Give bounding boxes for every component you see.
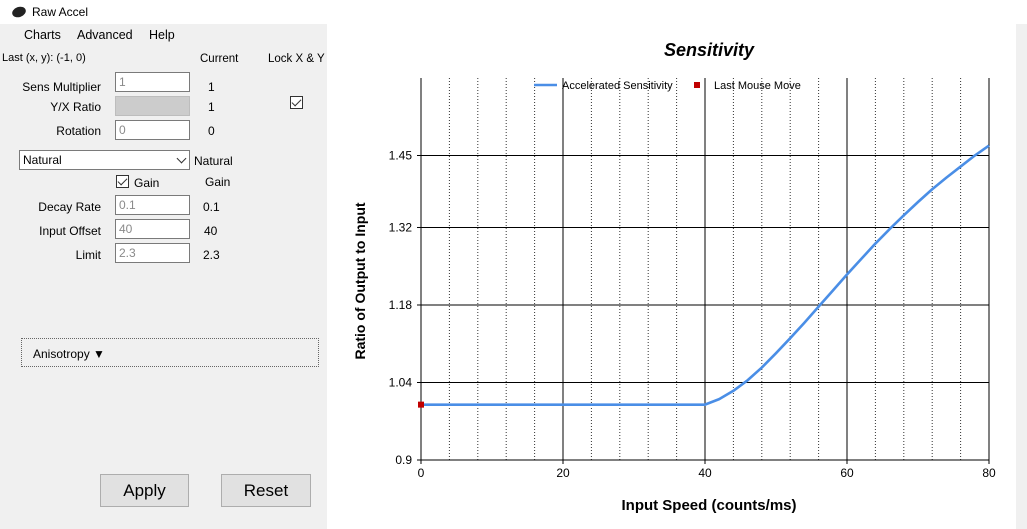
sensitivity-chart: 0 20 40 60 80 0.9 1.04 1.18 1.32 1.45 Sensitivity I… bbox=[327, 24, 1016, 529]
y-tick-label: 0.9 bbox=[395, 453, 412, 467]
gain-label: Gain bbox=[134, 176, 160, 190]
title-bar: Raw Accel bbox=[0, 0, 1027, 24]
limit-input[interactable]: 2.3 bbox=[115, 243, 190, 263]
rotation-input[interactable]: 0 bbox=[115, 120, 190, 140]
series-line-accelerated-sensitivity bbox=[421, 144, 990, 406]
x-tick-label: 20 bbox=[556, 466, 570, 480]
menu-advanced[interactable]: Advanced bbox=[77, 28, 133, 42]
x-tick-label: 60 bbox=[840, 466, 854, 480]
mouse-icon bbox=[10, 4, 28, 20]
decay-rate-label: Decay Rate bbox=[38, 200, 101, 214]
x-tick-label: 80 bbox=[982, 466, 996, 480]
chevron-down-icon bbox=[176, 153, 187, 164]
y-tick-label: 1.45 bbox=[389, 149, 413, 163]
accel-type-value: Natural bbox=[23, 153, 62, 167]
rotation-label: Rotation bbox=[56, 124, 101, 138]
yx-ratio-input[interactable] bbox=[115, 96, 190, 116]
y-tick-label: 1.18 bbox=[389, 298, 413, 312]
apply-button[interactable]: Apply bbox=[100, 474, 189, 507]
legend-label-accelerated-sensitivity: Accelerated Sensitivity bbox=[562, 80, 673, 92]
limit-label: Limit bbox=[75, 248, 101, 262]
y-axis-label: Ratio of Output to Input bbox=[352, 202, 368, 359]
anisotropy-label: Anisotropy ▼ bbox=[33, 347, 105, 361]
x-tick-label: 40 bbox=[698, 466, 712, 480]
lock-xy-checkbox[interactable] bbox=[290, 96, 303, 109]
y-tick-label: 1.04 bbox=[389, 375, 413, 389]
reset-button[interactable]: Reset bbox=[221, 474, 311, 507]
sens-multiplier-input[interactable]: 1 bbox=[115, 72, 190, 92]
legend-swatch-last-mouse-move bbox=[694, 82, 700, 88]
anisotropy-toggle[interactable]: Anisotropy ▼ bbox=[21, 338, 319, 367]
menu-bar: Charts Advanced Help bbox=[0, 24, 327, 46]
yx-ratio-current: 1 bbox=[208, 100, 215, 114]
current-header: Current bbox=[200, 53, 239, 65]
x-axis-label: Input Speed (counts/ms) bbox=[621, 497, 796, 514]
sens-multiplier-label: Sens Multiplier bbox=[22, 80, 101, 94]
lock-xy-label: Lock X & Y bbox=[268, 53, 325, 65]
chart-svg: 0 20 40 60 80 0.9 1.04 1.18 1.32 1.45 Sensitivity I… bbox=[352, 40, 996, 514]
y-tick-label: 1.32 bbox=[389, 220, 413, 234]
limit-current: 2.3 bbox=[203, 248, 220, 262]
menu-charts[interactable]: Charts bbox=[24, 28, 61, 42]
gain-current: Gain bbox=[205, 175, 231, 189]
yx-ratio-label: Y/X Ratio bbox=[50, 100, 101, 114]
gain-checkbox[interactable] bbox=[116, 175, 129, 188]
input-offset-label: Input Offset bbox=[39, 224, 101, 238]
input-offset-input[interactable]: 40 bbox=[115, 219, 190, 239]
legend-label-last-mouse-move: Last Mouse Move bbox=[714, 80, 801, 92]
rotation-current: 0 bbox=[208, 124, 215, 138]
last-xy-readout: Last (x, y): (-1, 0) bbox=[2, 52, 86, 64]
sens-multiplier-current: 1 bbox=[208, 80, 215, 94]
decay-rate-current: 0.1 bbox=[203, 200, 220, 214]
accel-type-dropdown[interactable]: Natural bbox=[19, 150, 190, 170]
window-edge bbox=[1016, 24, 1027, 529]
window-title: Raw Accel bbox=[32, 5, 89, 19]
menu-help[interactable]: Help bbox=[149, 28, 175, 42]
x-tick-label: 0 bbox=[418, 466, 425, 480]
decay-rate-input[interactable]: 0.1 bbox=[115, 195, 190, 215]
chart-title: Sensitivity bbox=[664, 40, 755, 60]
last-mouse-move-point bbox=[418, 401, 424, 408]
input-offset-current: 40 bbox=[204, 224, 218, 238]
accel-type-current: Natural bbox=[194, 154, 233, 168]
settings-panel: Charts Advanced Help Last (x, y): (-1, 0… bbox=[0, 24, 327, 529]
